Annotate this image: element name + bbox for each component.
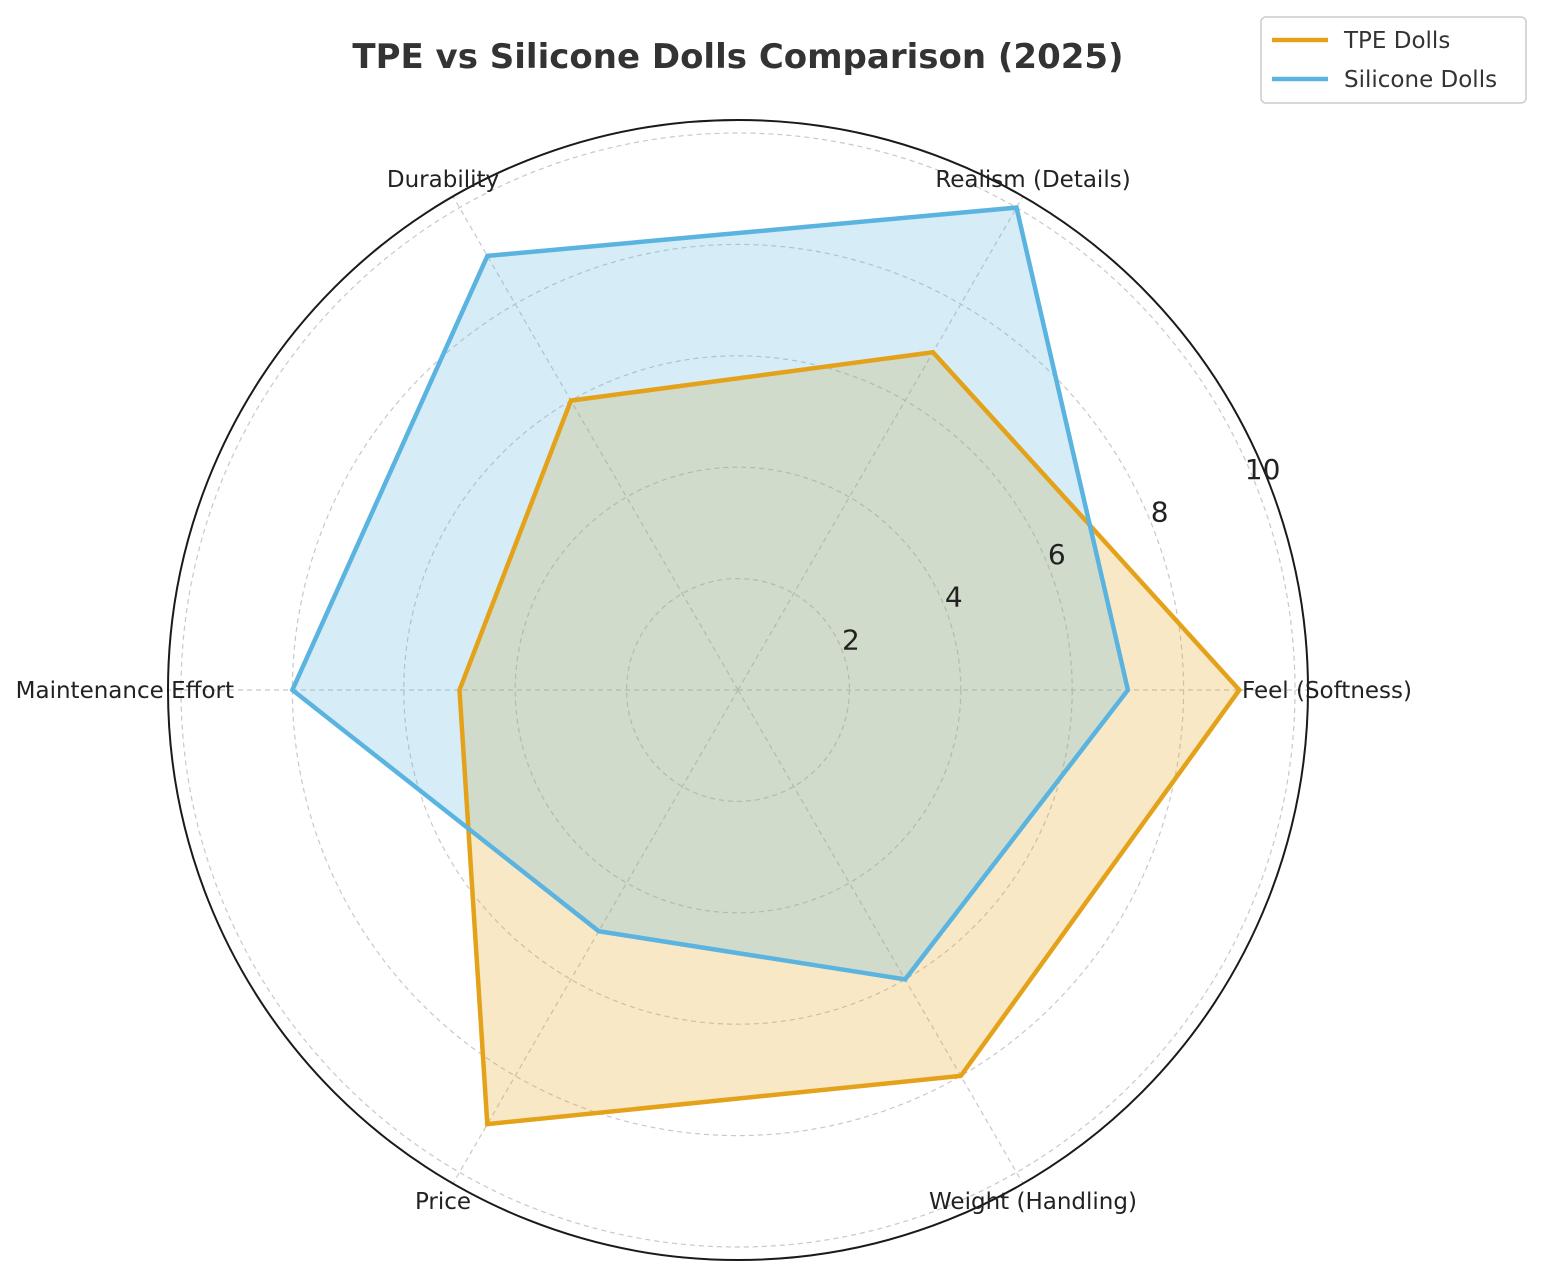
grid-ring-4	[514, 466, 962, 914]
axis-label-0: Feel (Softness)	[1242, 678, 1412, 704]
axis-label-4: Price	[415, 1189, 471, 1215]
spoke-5	[737, 689, 1024, 1184]
axis-labels: Feel (Softness) Realism (Details) Durabili…	[16, 167, 1412, 1215]
tick-label-8: 8	[1151, 496, 1169, 529]
chart-title: TPE vs Silicone Dolls Comparison (2025)	[352, 37, 1123, 77]
series-fill-0	[459, 352, 1240, 1125]
series-layer	[289, 205, 1243, 1127]
grid-ring-10	[180, 132, 1296, 1248]
series-line-0	[457, 349, 1243, 1127]
axis-label-2: Durability	[387, 167, 499, 193]
tick-label-4: 4	[945, 581, 963, 614]
series-line-1	[289, 205, 1131, 982]
legend-label-silicone: Silicone Dolls	[1344, 67, 1497, 93]
tick-label-6: 6	[1048, 538, 1066, 571]
outer-frame	[167, 119, 1309, 1261]
tick-label-2: 2	[842, 623, 860, 656]
spoke-2	[452, 196, 739, 691]
series-fill-1	[292, 207, 1128, 980]
axis-label-1: Realism (Details)	[935, 167, 1130, 193]
radial-tick-labels: 2 4 6 8 10	[842, 453, 1280, 657]
spoke-1	[737, 196, 1024, 691]
tick-label-10: 10	[1245, 453, 1281, 486]
spoke-4	[452, 689, 739, 1184]
legend: TPE Dolls Silicone Dolls	[1260, 16, 1527, 104]
outer-circle	[167, 119, 1309, 1261]
axis-label-3: Maintenance Effort	[16, 678, 234, 704]
legend-label-tpe: TPE Dolls	[1343, 28, 1450, 54]
axis-label-5: Weight (Handling)	[929, 1189, 1137, 1215]
